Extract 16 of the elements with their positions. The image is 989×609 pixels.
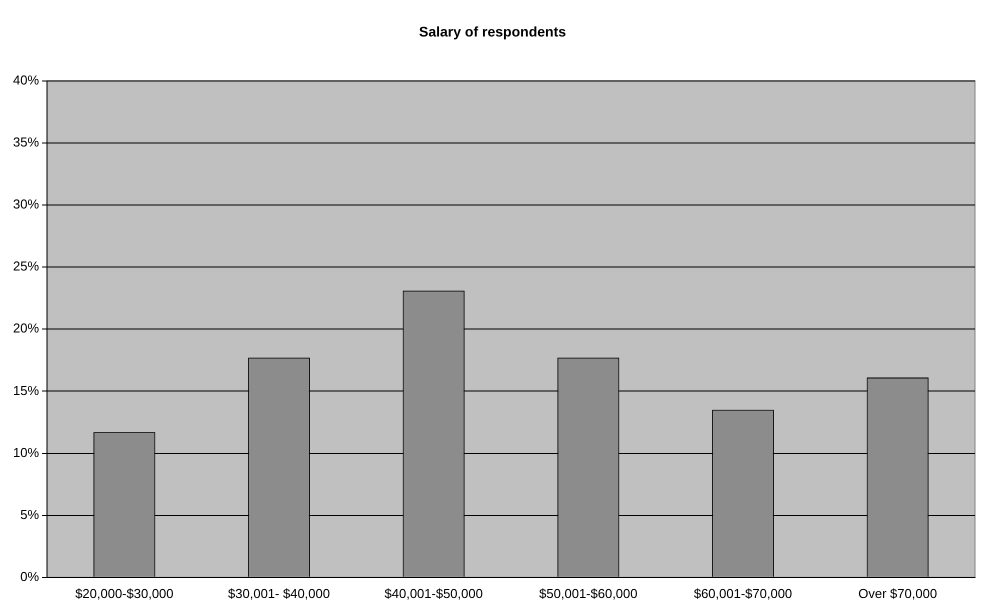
y-tick-label: 15% (12, 382, 40, 398)
x-tick-label: Over $70,000 (858, 586, 938, 601)
x-tick-label: $30,001- $40,000 (228, 586, 330, 601)
x-tick-label: $50,001-$60,000 (539, 586, 638, 601)
y-tick-label: 30% (12, 196, 40, 212)
y-tick-label: 25% (12, 258, 40, 274)
y-tick-label: 5% (20, 506, 40, 522)
y-tick-label: 40% (12, 72, 40, 88)
x-tick-label: $20,000-$30,000 (75, 586, 174, 601)
x-tick-label: $40,001-$50,000 (384, 586, 483, 601)
y-tick-label: 20% (12, 320, 40, 336)
chart-title: Salary of respondents (418, 23, 566, 40)
y-tick-label: 35% (12, 134, 40, 150)
x-tick-label: $60,001-$70,000 (694, 586, 792, 601)
y-tick-label: 0% (20, 568, 40, 584)
y-tick-label: 10% (12, 444, 40, 460)
